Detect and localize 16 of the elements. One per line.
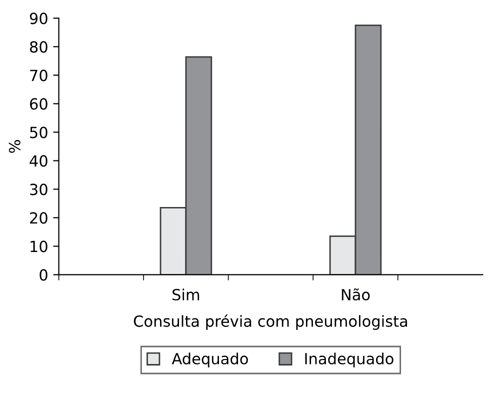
y-tick-label: 40 bbox=[30, 155, 48, 167]
legend-label: Inadequado bbox=[305, 352, 394, 368]
legend-label: Adequado bbox=[172, 352, 248, 368]
x-tick-label: Sim bbox=[172, 288, 200, 300]
y-tick-label: 80 bbox=[30, 41, 48, 53]
y-axis-title: % bbox=[8, 140, 20, 153]
y-tick-label: 20 bbox=[30, 212, 48, 224]
y-tick-label: 50 bbox=[30, 126, 48, 138]
y-tick-label: 30 bbox=[30, 184, 48, 196]
y-tick-label: 60 bbox=[30, 98, 48, 110]
x-axis-title: Consulta prévia com pneumologista bbox=[134, 314, 408, 330]
y-tick-label: 70 bbox=[30, 70, 48, 82]
y-tick-label: 0 bbox=[40, 269, 48, 281]
x-tick-label: Não bbox=[342, 288, 370, 300]
y-tick-label: 90 bbox=[30, 12, 48, 24]
y-tick-label: 10 bbox=[30, 240, 48, 252]
